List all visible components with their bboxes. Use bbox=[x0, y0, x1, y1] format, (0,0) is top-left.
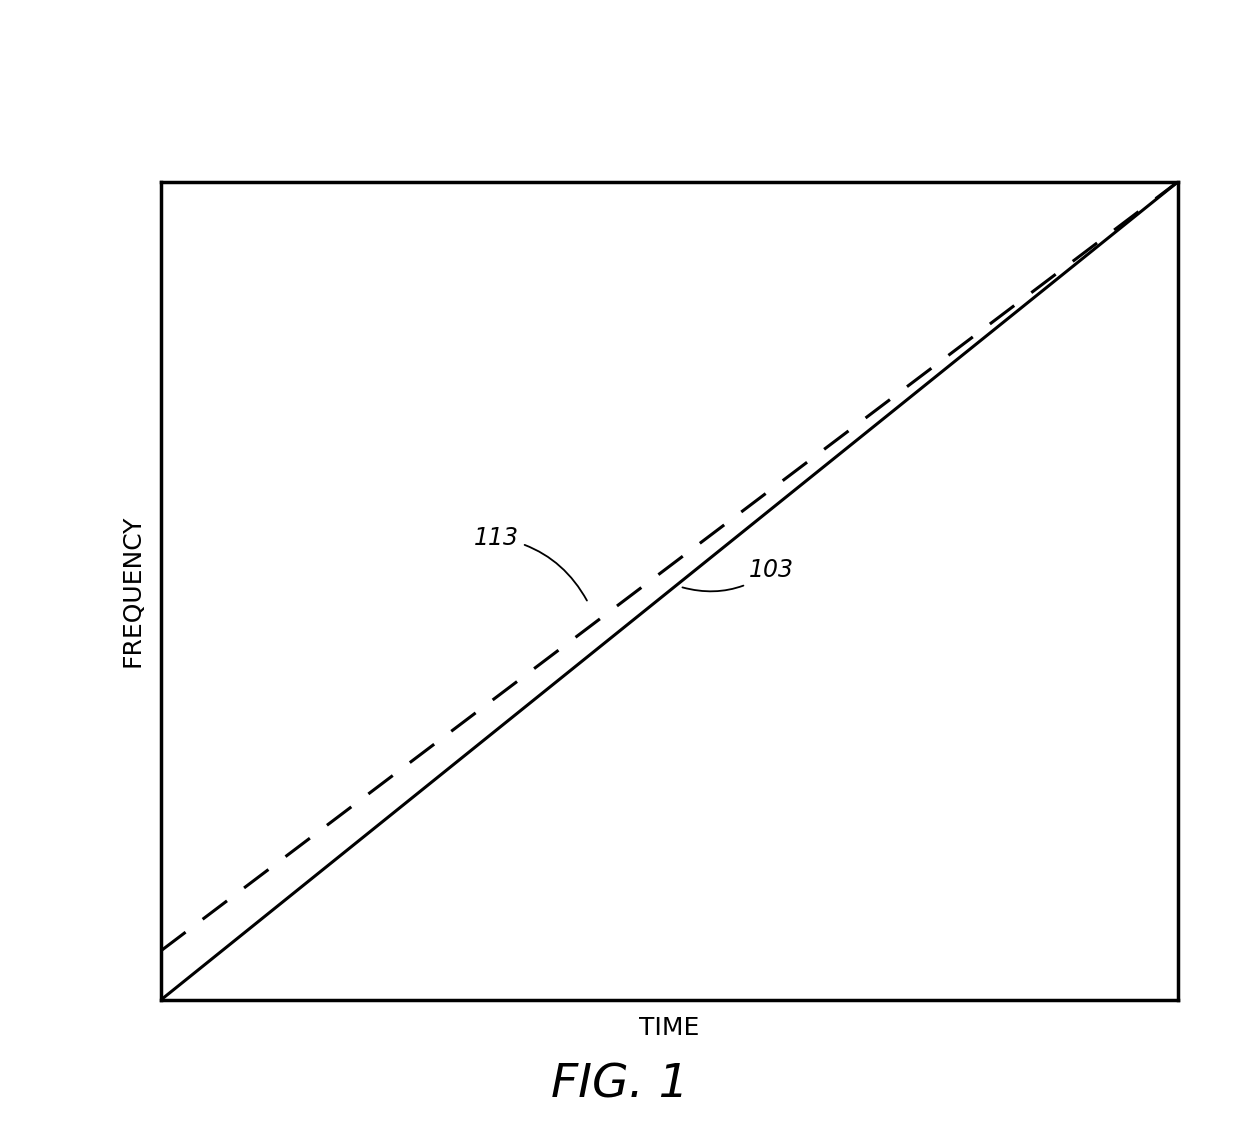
Text: 103: 103 bbox=[682, 558, 794, 592]
Y-axis label: FREQUENCY: FREQUENCY bbox=[120, 515, 145, 667]
Text: FIG. 1: FIG. 1 bbox=[551, 1062, 689, 1108]
X-axis label: TIME: TIME bbox=[640, 1017, 699, 1041]
Text: 113: 113 bbox=[474, 526, 587, 601]
